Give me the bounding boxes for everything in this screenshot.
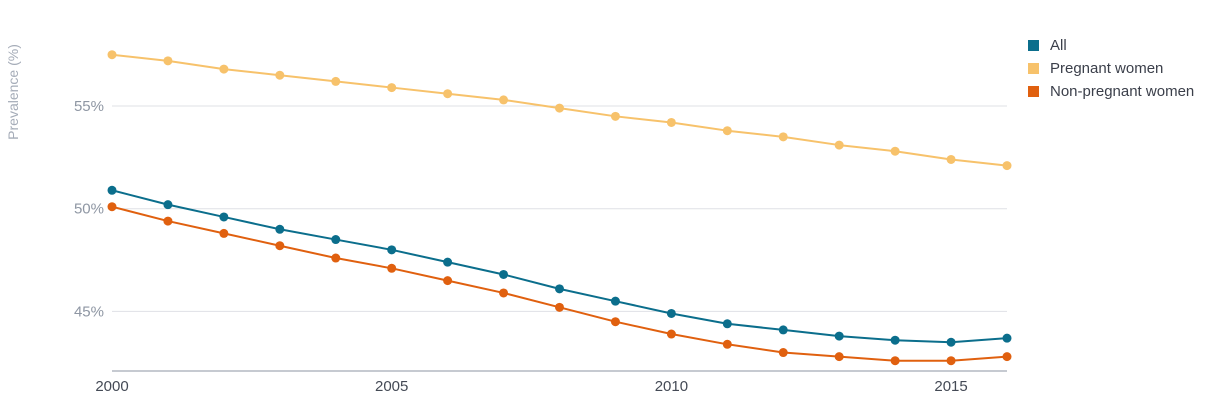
- data-point: [1002, 161, 1012, 171]
- legend-label: Pregnant women: [1050, 60, 1164, 77]
- legend-swatch: [1028, 40, 1039, 51]
- data-point: [610, 296, 620, 306]
- data-point: [499, 95, 509, 105]
- data-point: [946, 154, 956, 164]
- data-point: [107, 50, 117, 60]
- data-point: [219, 212, 229, 222]
- data-point: [387, 263, 397, 273]
- series-line: [111, 189, 1008, 344]
- data-point: [778, 325, 788, 335]
- data-point: [387, 245, 397, 255]
- data-point: [275, 70, 285, 80]
- legend-item: Non-pregnant women: [1028, 80, 1194, 103]
- x-tick-label: 2010: [655, 378, 688, 395]
- data-point: [331, 235, 341, 245]
- data-point: [107, 185, 117, 195]
- data-point: [499, 269, 509, 279]
- data-point: [610, 317, 620, 327]
- data-point: [890, 335, 900, 345]
- data-point: [946, 356, 956, 366]
- y-tick-label: 45%: [74, 303, 104, 320]
- y-tick-label: 50%: [74, 201, 104, 218]
- data-point: [722, 126, 732, 136]
- data-point: [387, 83, 397, 93]
- data-point: [666, 308, 676, 318]
- data-point: [666, 117, 676, 127]
- data-point: [443, 89, 453, 99]
- data-point: [666, 329, 676, 339]
- data-point: [610, 111, 620, 121]
- x-tick-label: 2005: [375, 378, 408, 395]
- x-tick-label: 2015: [934, 378, 967, 395]
- data-point: [890, 146, 900, 156]
- x-tick-label: 2000: [95, 378, 128, 395]
- y-tick-label: 55%: [74, 98, 104, 115]
- data-point: [722, 319, 732, 329]
- data-point: [163, 216, 173, 226]
- data-point: [331, 76, 341, 86]
- legend-label: All: [1050, 37, 1067, 54]
- data-point: [834, 331, 844, 341]
- legend-item: Pregnant women: [1028, 57, 1194, 80]
- data-point: [946, 337, 956, 347]
- data-point: [555, 284, 564, 294]
- data-point: [1002, 333, 1012, 343]
- y-axis-title: Prevalence (%): [5, 44, 21, 140]
- legend-label: Non-pregnant women: [1050, 83, 1195, 100]
- data-point: [890, 356, 900, 366]
- data-point: [722, 339, 732, 349]
- data-point: [834, 352, 844, 362]
- data-point: [834, 140, 844, 150]
- data-point: [1002, 352, 1012, 362]
- data-point: [499, 288, 509, 298]
- data-point: [555, 302, 564, 312]
- data-point: [107, 202, 117, 212]
- data-point: [778, 348, 788, 358]
- data-point: [219, 228, 229, 238]
- data-point: [555, 103, 564, 113]
- data-point: [275, 241, 285, 251]
- data-point: [443, 257, 453, 267]
- data-point: [443, 276, 453, 286]
- data-point: [219, 64, 229, 74]
- data-point: [778, 132, 788, 142]
- legend-item: All: [1028, 34, 1194, 57]
- legend-swatch: [1028, 86, 1039, 97]
- data-point: [331, 253, 341, 263]
- legend-swatch: [1028, 63, 1039, 74]
- data-point: [163, 200, 173, 210]
- data-point: [275, 224, 285, 234]
- data-point: [163, 56, 173, 66]
- legend: All Pregnant women Non-pregnant women: [1028, 34, 1194, 103]
